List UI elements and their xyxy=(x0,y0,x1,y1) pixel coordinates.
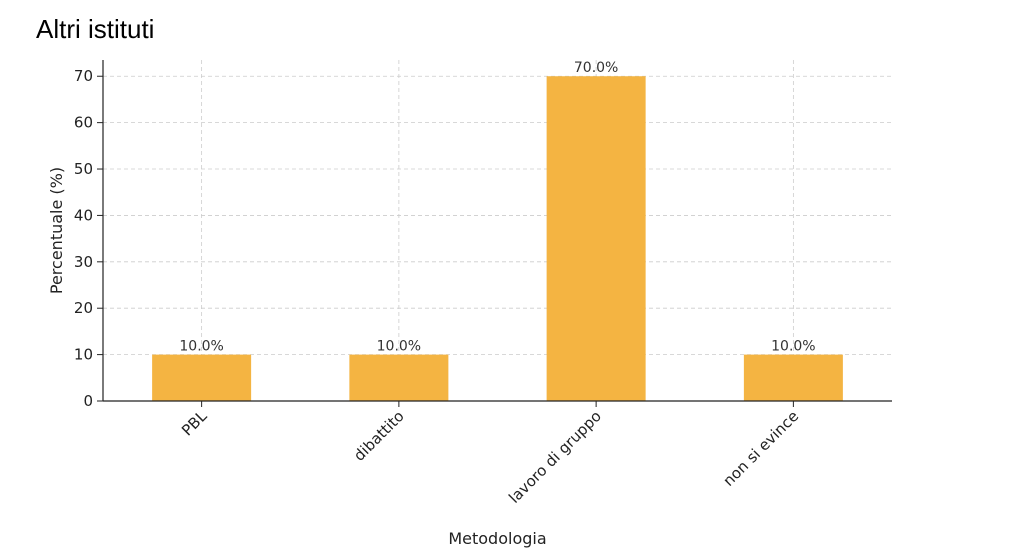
x-tick-label: PBL xyxy=(178,407,211,440)
bar-data-label: 10.0% xyxy=(377,339,421,355)
bar xyxy=(546,76,646,401)
y-tick-label: 10 xyxy=(74,346,93,364)
bar-data-label: 70.0% xyxy=(574,60,618,76)
y-tick-label: 60 xyxy=(74,114,93,132)
bar-data-label: 10.0% xyxy=(771,339,815,355)
x-axis-label: Metodologia xyxy=(448,529,546,548)
bar xyxy=(743,354,843,401)
bar xyxy=(349,354,449,401)
grid-layer xyxy=(103,60,892,401)
axes-layer xyxy=(97,60,892,407)
y-tick-label: 50 xyxy=(74,160,93,178)
y-tick-label: 40 xyxy=(74,206,93,224)
y-axis-label: Percentuale (%) xyxy=(47,167,66,294)
bar-data-label: 10.0% xyxy=(179,339,223,355)
x-tick-label: dibattito xyxy=(350,407,408,465)
x-tick-label: non si evince xyxy=(719,407,802,490)
x-tick-label: lavoro di gruppo xyxy=(505,407,605,507)
y-tick-label: 0 xyxy=(83,392,93,410)
page-title: Altri istituti xyxy=(36,14,155,44)
bar xyxy=(152,354,252,401)
labels-layer: 0 10 20 30 40 50 60 70 10.0% PBL 10.0% dibattito 70.… xyxy=(74,60,816,507)
y-tick-label: 30 xyxy=(74,253,93,271)
y-tick-label: 70 xyxy=(74,67,93,85)
y-tick-label: 20 xyxy=(74,299,93,317)
bars-layer xyxy=(152,76,843,401)
